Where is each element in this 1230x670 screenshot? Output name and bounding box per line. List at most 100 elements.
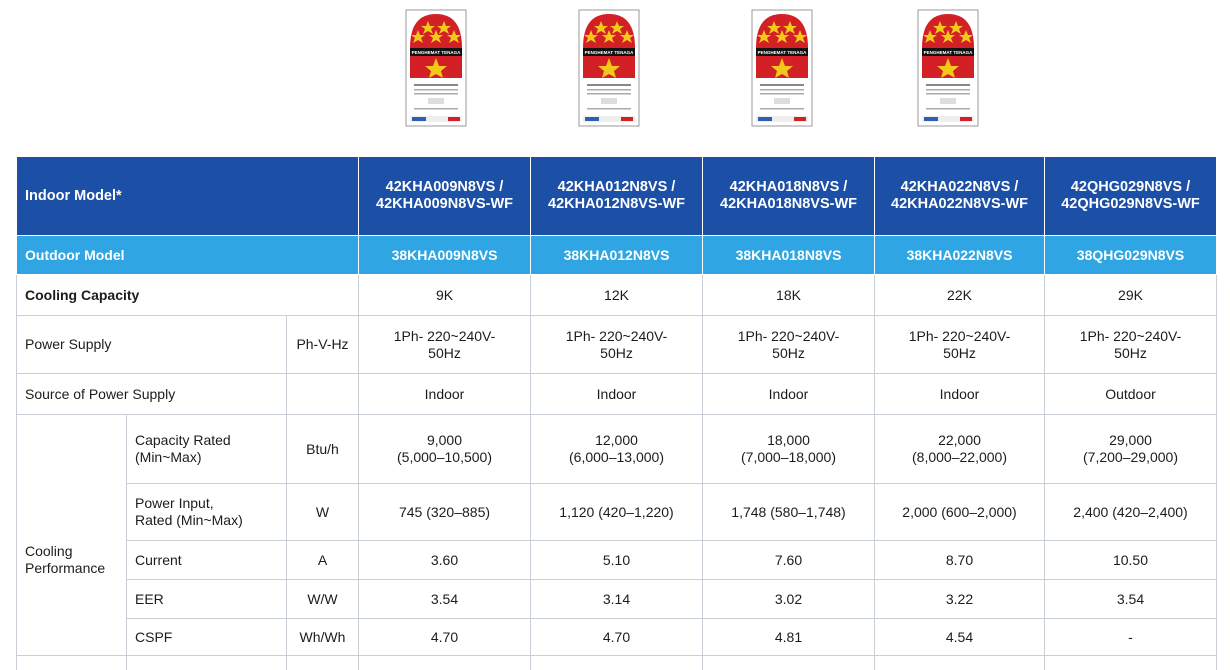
eer-row: EER W/W 3.54 3.14 3.02 3.22 3.54 <box>17 580 1217 619</box>
capacity-rated-cell: 9,000 (5,000–10,500) <box>359 415 531 484</box>
indoor-model-cell: 42KHA018N8VS / 42KHA018N8VS-WF <box>703 157 875 236</box>
power-supply-unit: Ph-V-Hz <box>287 316 359 374</box>
cooling-capacity-cell: 22K <box>875 275 1045 316</box>
eer-cell: 3.22 <box>875 580 1045 619</box>
table-cell <box>359 656 531 670</box>
cspf-cell: 4.70 <box>531 619 703 656</box>
eer-cell: 3.54 <box>1045 580 1217 619</box>
capacity-rated-row: Cooling Performance Capacity Rated (Min~… <box>17 415 1217 484</box>
power-supply-cell: 1Ph- 220~240V- 50Hz <box>359 316 531 374</box>
cooling-performance-label: Cooling Performance <box>17 415 127 656</box>
energy-label-graphic: PENGHEMAT TENAGA <box>404 8 468 128</box>
power-supply-cell: 1Ph- 220~240V- 50Hz <box>875 316 1045 374</box>
spec-table: Indoor Model* 42KHA009N8VS / 42KHA009N8V… <box>16 156 1217 670</box>
energy-label-graphic: PENGHEMAT TENAGA <box>577 8 641 128</box>
current-cell: 8.70 <box>875 541 1045 580</box>
current-cell: 7.60 <box>703 541 875 580</box>
indoor-model-cell: 42KHA012N8VS / 42KHA012N8VS-WF <box>531 157 703 236</box>
outdoor-model-cell: 38KHA018N8VS <box>703 236 875 275</box>
power-input-row: Power Input, Rated (Min~Max) W 745 (320–… <box>17 484 1217 541</box>
power-input-unit: W <box>287 484 359 541</box>
power-supply-cell: 1Ph- 220~240V- 50Hz <box>531 316 703 374</box>
capacity-rated-cell: 12,000 (6,000–13,000) <box>531 415 703 484</box>
indoor-model-row: Indoor Model* 42KHA009N8VS / 42KHA009N8V… <box>17 157 1217 236</box>
energy-label: PENGHEMAT TENAGA <box>916 8 980 128</box>
power-input-cell: 745 (320–885) <box>359 484 531 541</box>
capacity-rated-cell: 18,000 (7,000–18,000) <box>703 415 875 484</box>
cspf-unit: Wh/Wh <box>287 619 359 656</box>
power-supply-cell: 1Ph- 220~240V- 50Hz <box>1045 316 1217 374</box>
power-supply-row: Power Supply Ph-V-Hz 1Ph- 220~240V- 50Hz… <box>17 316 1217 374</box>
table-cell <box>703 656 875 670</box>
cooling-capacity-cell: 18K <box>703 275 875 316</box>
source-power-label: Source of Power Supply <box>17 374 287 415</box>
table-cell <box>1045 656 1217 670</box>
eer-label: EER <box>127 580 287 619</box>
outdoor-model-row: Outdoor Model 38KHA009N8VS 38KHA012N8VS … <box>17 236 1217 275</box>
source-power-unit <box>287 374 359 415</box>
eer-cell: 3.02 <box>703 580 875 619</box>
source-power-cell: Indoor <box>703 374 875 415</box>
cspf-row: CSPF Wh/Wh 4.70 4.70 4.81 4.54 - <box>17 619 1217 656</box>
source-power-cell: Indoor <box>875 374 1045 415</box>
energy-label-graphic: PENGHEMAT TENAGA <box>750 8 814 128</box>
cooling-capacity-cell: 12K <box>531 275 703 316</box>
cspf-cell: - <box>1045 619 1217 656</box>
source-power-cell: Outdoor <box>1045 374 1217 415</box>
capacity-rated-cell: 29,000 (7,200–29,000) <box>1045 415 1217 484</box>
outdoor-model-label: Outdoor Model <box>17 236 359 275</box>
eer-cell: 3.14 <box>531 580 703 619</box>
capacity-rated-cell: 22,000 (8,000–22,000) <box>875 415 1045 484</box>
energy-label: PENGHEMAT TENAGA <box>404 8 468 128</box>
cooling-capacity-label: Cooling Capacity <box>17 275 359 316</box>
current-cell: 10.50 <box>1045 541 1217 580</box>
capacity-rated-unit: Btu/h <box>287 415 359 484</box>
cspf-cell: 4.81 <box>703 619 875 656</box>
current-cell: 3.60 <box>359 541 531 580</box>
source-power-row: Source of Power Supply Indoor Indoor Ind… <box>17 374 1217 415</box>
indoor-model-cell: 42KHA009N8VS / 42KHA009N8VS-WF <box>359 157 531 236</box>
table-cell <box>531 656 703 670</box>
indoor-model-cell: 42QHG029N8VS / 42QHG029N8VS-WF <box>1045 157 1217 236</box>
energy-label-graphic: PENGHEMAT TENAGA <box>916 8 980 128</box>
table-cell <box>875 656 1045 670</box>
table-row-continuation <box>17 656 1217 670</box>
current-row: Current A 3.60 5.10 7.60 8.70 10.50 <box>17 541 1217 580</box>
energy-label: PENGHEMAT TENAGA <box>750 8 814 128</box>
current-label: Current <box>127 541 287 580</box>
source-power-cell: Indoor <box>359 374 531 415</box>
outdoor-model-cell: 38KHA012N8VS <box>531 236 703 275</box>
cspf-cell: 4.70 <box>359 619 531 656</box>
eer-unit: W/W <box>287 580 359 619</box>
source-power-cell: Indoor <box>531 374 703 415</box>
energy-label: PENGHEMAT TENAGA <box>577 8 641 128</box>
energy-label-title: PENGHEMAT TENAGA <box>412 50 461 55</box>
power-supply-label: Power Supply <box>17 316 287 374</box>
outdoor-model-cell: 38QHG029N8VS <box>1045 236 1217 275</box>
table-cell <box>127 656 287 670</box>
eer-cell: 3.54 <box>359 580 531 619</box>
power-input-cell: 2,400 (420–2,400) <box>1045 484 1217 541</box>
outdoor-model-cell: 38KHA009N8VS <box>359 236 531 275</box>
table-cell <box>17 656 127 670</box>
capacity-rated-label: Capacity Rated (Min~Max) <box>127 415 287 484</box>
cooling-capacity-cell: 29K <box>1045 275 1217 316</box>
energy-label-title: PENGHEMAT TENAGA <box>585 50 634 55</box>
current-unit: A <box>287 541 359 580</box>
cooling-capacity-cell: 9K <box>359 275 531 316</box>
indoor-model-label: Indoor Model* <box>17 157 359 236</box>
table-cell <box>287 656 359 670</box>
indoor-model-cell: 42KHA022N8VS / 42KHA022N8VS-WF <box>875 157 1045 236</box>
cspf-cell: 4.54 <box>875 619 1045 656</box>
power-input-cell: 1,748 (580–1,748) <box>703 484 875 541</box>
energy-label-title: PENGHEMAT TENAGA <box>758 50 807 55</box>
power-input-label: Power Input, Rated (Min~Max) <box>127 484 287 541</box>
energy-label-title: PENGHEMAT TENAGA <box>924 50 973 55</box>
outdoor-model-cell: 38KHA022N8VS <box>875 236 1045 275</box>
cspf-label: CSPF <box>127 619 287 656</box>
cooling-capacity-row: Cooling Capacity 9K 12K 18K 22K 29K <box>17 275 1217 316</box>
power-supply-cell: 1Ph- 220~240V- 50Hz <box>703 316 875 374</box>
power-input-cell: 2,000 (600–2,000) <box>875 484 1045 541</box>
current-cell: 5.10 <box>531 541 703 580</box>
power-input-cell: 1,120 (420–1,220) <box>531 484 703 541</box>
